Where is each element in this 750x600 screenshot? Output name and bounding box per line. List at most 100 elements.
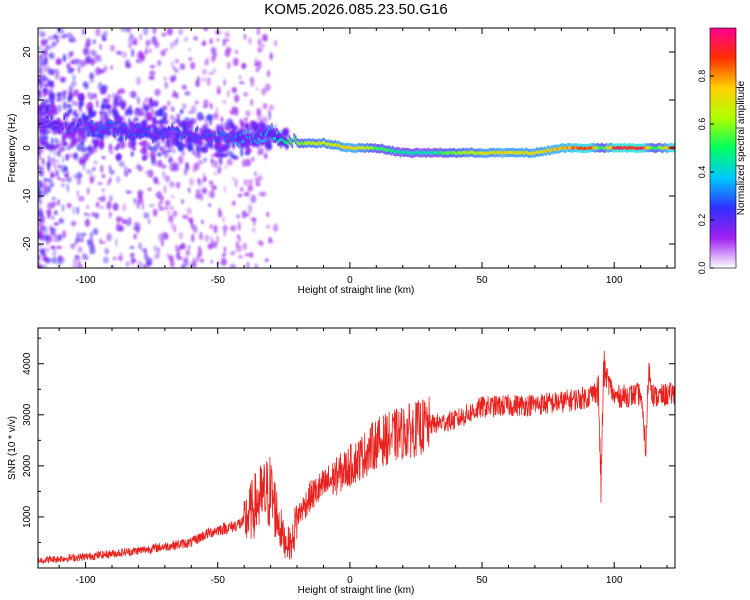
spectrogram-ridge-core — [114, 134, 116, 138]
spectrogram-noise-blob — [90, 58, 95, 66]
spectrogram-noise-blob — [187, 187, 191, 194]
spectrogram-noise-blob — [242, 62, 246, 68]
spectrogram-ridge-core — [537, 150, 540, 154]
spectrogram-ridge-core — [434, 151, 437, 155]
spectrogram-noise-blob — [43, 186, 46, 195]
spectrogram-ridge-core — [323, 140, 326, 145]
spectrogram-ridge-core — [474, 151, 476, 155]
spectrogram-ridge-core — [234, 135, 237, 139]
spectrogram-noise-blob — [46, 241, 49, 246]
spectrogram-noise-blob — [209, 38, 214, 45]
spectrogram-noise-blob — [208, 71, 215, 75]
spectrogram-ridge-core — [551, 148, 554, 152]
spectrogram-noise-blob — [90, 49, 96, 57]
spectrogram-ridge-core — [299, 142, 302, 146]
spectrogram-ridge-core — [496, 150, 498, 154]
spectrogram-cluster-blob — [187, 144, 194, 152]
spectrogram-noise-blob — [52, 41, 57, 48]
spectrogram-noise-blob — [74, 240, 78, 246]
spectrogram-cluster-blob — [215, 123, 221, 130]
spectrogram-ridge-core — [490, 150, 492, 154]
spectrogram-ridge-core — [277, 139, 280, 144]
spectrogram-noise-blob — [192, 224, 198, 234]
spectrogram-ridge-core — [596, 145, 598, 150]
spectrogram-noise-blob — [66, 176, 72, 183]
spectrogram-ridge-core — [169, 127, 172, 131]
spectrogram-cluster-blob — [149, 97, 153, 105]
spectrogram-cluster-blob — [196, 150, 201, 159]
spectrogram-ridge-core — [271, 125, 273, 130]
spectrogram-ridge-core — [548, 149, 551, 153]
spectrogram-noise-blob — [187, 110, 194, 114]
spectrogram-noise-blob — [180, 242, 186, 248]
spectrogram-cluster-blob — [38, 150, 41, 157]
spectrogram-cluster-blob — [66, 104, 72, 108]
spectrogram-ridge-core — [494, 151, 497, 155]
colorbar-label: Normalized spectral amplitude — [736, 80, 747, 215]
spectrogram-ridge-core — [336, 143, 338, 147]
spectrogram-ridge-core — [187, 132, 189, 136]
spectrogram-ridge-core — [355, 146, 357, 150]
spectrogram-ridge-core — [236, 141, 238, 146]
spectrogram-noise-blob — [122, 202, 127, 212]
spectrogram-noise-blob — [43, 67, 46, 73]
spectrogram-ridge-core — [420, 151, 422, 155]
spectrogram-noise-blob — [126, 189, 129, 195]
spectrogram-ridge-core — [520, 151, 522, 155]
figure-title: KOM5.2026.085.23.50.G16 — [264, 1, 447, 18]
spectrogram-noise-blob — [149, 64, 156, 69]
spectrogram-ridge-core — [185, 126, 188, 130]
spectrogram-cluster-blob — [51, 99, 55, 106]
spectrogram-ridge-core — [164, 131, 167, 135]
spectrogram-noise-blob — [184, 91, 191, 96]
spectrogram-ridge-core — [352, 146, 354, 150]
spectrogram-cluster-blob — [104, 104, 111, 110]
spectrogram-ridge-core — [195, 128, 197, 133]
spectrogram-noise-blob — [76, 59, 82, 63]
spectrogram-ridge-core — [599, 146, 601, 150]
spectrogram-noise-blob — [143, 264, 146, 268]
spectrogram-noise-blob — [50, 228, 55, 232]
spectrogram-noise-blob — [251, 227, 256, 233]
spectrogram-ridge-core — [555, 147, 557, 151]
spectrogram-noise-blob — [125, 261, 130, 267]
spectrogram-ridge-core — [171, 124, 173, 129]
spectrogram-ridge-core — [509, 151, 511, 155]
spectrogram-noise-blob — [246, 261, 250, 268]
spectrogram-ridge-core — [656, 146, 659, 150]
spectrogram-noise-blob — [268, 237, 272, 244]
spectrogram-noise-blob — [266, 69, 271, 78]
spectrogram-cluster-blob — [171, 162, 178, 167]
spectrogram-ridge-core — [198, 135, 200, 139]
spectrogram-ridge-core — [38, 125, 40, 129]
spectrogram-noise-blob — [98, 68, 105, 74]
spectrogram-cluster-blob — [172, 149, 176, 154]
spectrogram-ridge-core — [421, 151, 424, 155]
spectrogram-noise-blob — [57, 150, 62, 154]
spectrogram-ridge-core — [250, 140, 253, 144]
spectrogram-noise-blob — [84, 42, 91, 47]
spectrogram-noise-blob — [55, 59, 62, 66]
snr-marks — [38, 350, 675, 564]
spectrogram-noise-blob — [213, 68, 216, 73]
spectrogram-noise-blob — [210, 47, 217, 55]
snr-y-tick-label: 2000 — [22, 454, 33, 477]
snr-plot-area — [38, 328, 675, 568]
spectrogram-noise-blob — [167, 211, 170, 215]
spectrogram-ridge-core — [374, 146, 376, 150]
spectrogram-ridge-core — [425, 151, 427, 155]
spectrogram-noise-blob — [40, 248, 45, 255]
spectrogram-cluster-blob — [64, 132, 71, 138]
snr-y-tick-label: 3000 — [22, 403, 33, 426]
spectrogram-ridge-core — [80, 121, 83, 125]
spectrogram-ridge-core — [582, 146, 584, 151]
spectrogram-cluster-blob — [101, 84, 108, 92]
spectrogram-ridge-core — [256, 141, 259, 145]
spectrogram-ridge-core — [118, 127, 121, 131]
spectrogram-ridge-core — [369, 146, 372, 150]
spectrogram-ridge-core — [150, 134, 153, 138]
spectrogram-cluster-blob — [47, 162, 50, 172]
spectrogram-noise-blob — [38, 66, 43, 75]
spectrogram-noise-blob — [112, 202, 119, 211]
spectrogram-noise-blob — [232, 177, 235, 181]
